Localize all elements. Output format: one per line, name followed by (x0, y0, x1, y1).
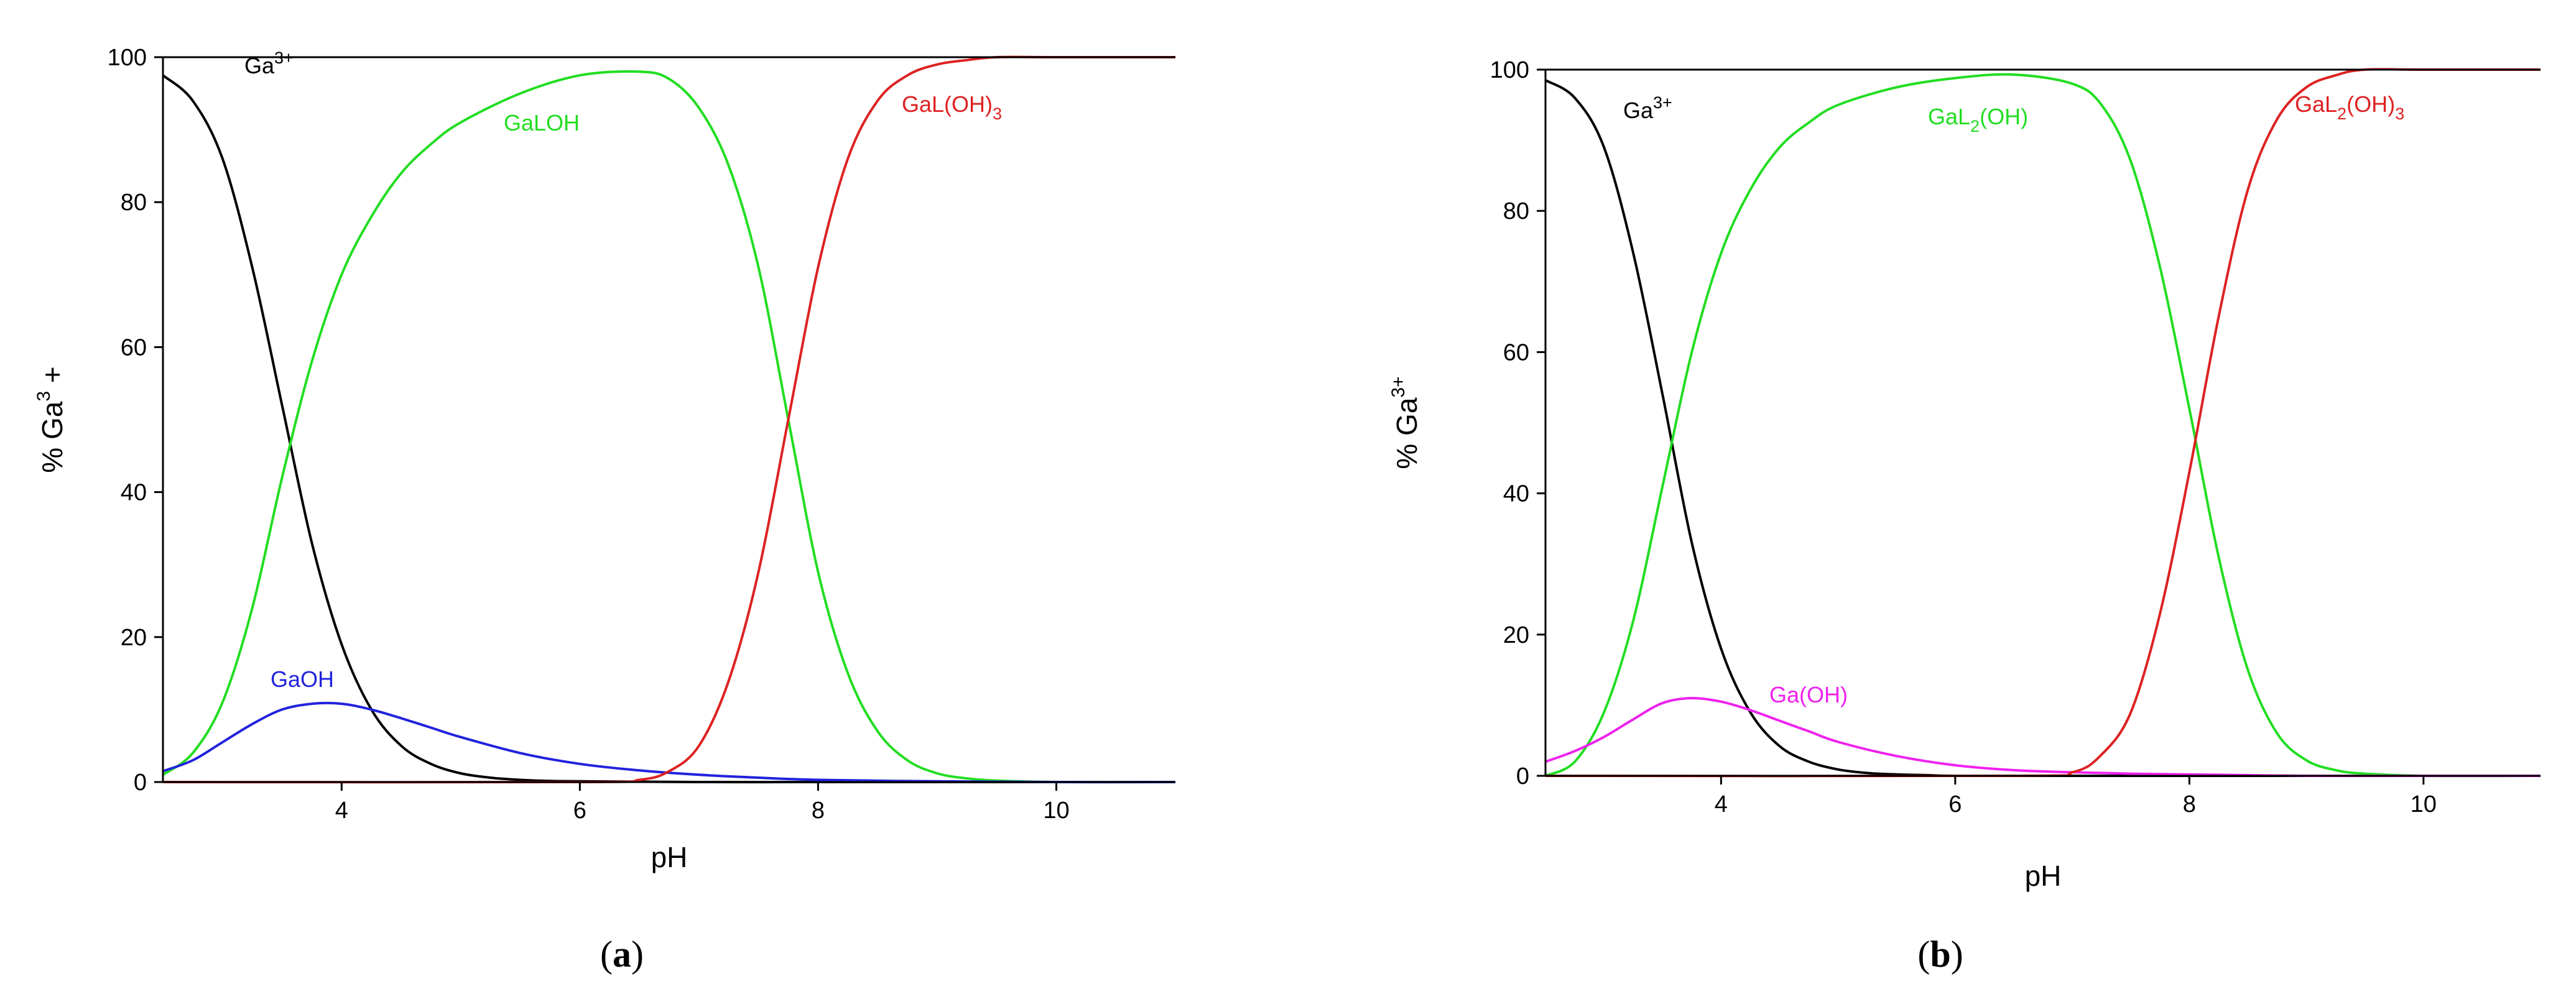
y-tick-label: 0 (1516, 763, 1529, 790)
y-tick-label: 60 (1503, 339, 1529, 366)
species-label-a-galoh: GaLOH (504, 110, 580, 136)
series-gaoh-line-a (162, 701, 1176, 784)
species-label-a-ga3: Ga3+ (244, 48, 294, 78)
x-tick-label: 10 (1043, 798, 1069, 824)
y-axis-label-b: % Ga3+ (1388, 376, 1423, 469)
species-label-b-gaoh: Ga(OH) (1769, 682, 1848, 707)
y-tick-label: 100 (1490, 57, 1529, 83)
x-tick-label: 6 (573, 798, 586, 824)
panel-label-a: (a) (600, 934, 644, 975)
panel-label-b: (b) (1917, 934, 1963, 975)
y-tick-label: 0 (134, 770, 147, 796)
series-gal2oh3-line-b (1545, 68, 2541, 778)
y-tick-label: 80 (1503, 198, 1529, 224)
y-tick-label: 40 (121, 480, 147, 506)
species-label-b-gal2oh3: GaL2(OH)3 (2295, 91, 2404, 123)
y-tick-label: 20 (1503, 622, 1529, 648)
species-label-b-ga3: Ga3+ (1623, 93, 1672, 123)
x-tick-label: 8 (2183, 791, 2196, 817)
series-gaoh-line-b (1545, 696, 2541, 778)
series-gal2oh-line-b (1545, 73, 2541, 778)
species-label-b-gal2oh: GaL2(OH) (1928, 104, 2028, 136)
x-axis-label-b: pH (2025, 860, 2062, 892)
y-tick-label: 40 (1503, 481, 1529, 507)
species-label-a-gaoh: GaOH (271, 666, 334, 692)
x-tick-label: 6 (1948, 791, 1962, 817)
x-tick-label: 4 (1715, 791, 1728, 817)
x-tick-label: 8 (812, 798, 825, 824)
series-ga3-line-b (1544, 79, 2541, 778)
y-tick-label: 20 (121, 625, 147, 651)
x-tick-label: 4 (335, 798, 348, 824)
species-label-a-galoh3: GaL(OH)3 (902, 91, 1002, 123)
series-lines-b (1544, 68, 2541, 778)
x-axis-label-a: pH (651, 841, 688, 873)
y-tick-label: 60 (121, 334, 147, 361)
x-tick-label: 10 (2411, 791, 2437, 817)
y-tick-label: 100 (108, 45, 147, 71)
series-galoh-line-a (162, 70, 1176, 784)
y-tick-label: 80 (121, 190, 147, 216)
y-axis-label-a: % Ga3 + (34, 366, 68, 472)
